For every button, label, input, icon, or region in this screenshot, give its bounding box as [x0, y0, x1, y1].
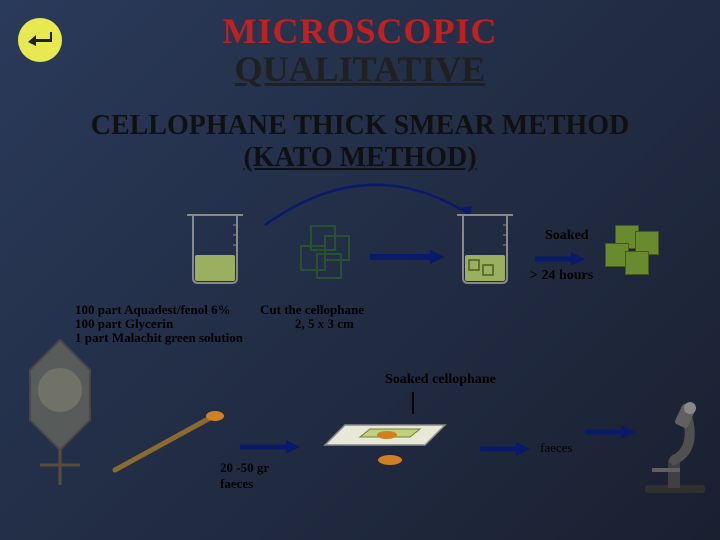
background-badge: [0, 330, 120, 500]
faeces-qty: 20 -50 gr faeces: [220, 460, 269, 492]
microscope-icon: [640, 400, 710, 495]
soaked-label: Soaked: [545, 228, 589, 244]
arrow-2: [535, 252, 585, 266]
cut-l2: 2, 5 x 3 cm: [295, 316, 354, 332]
arrow-5: [585, 425, 635, 439]
solution-l3: 1 part Malachit green solution: [75, 330, 243, 346]
soaked-cellophane-label: Soaked cellophane: [385, 372, 496, 388]
title-line1: MICROSCOPIC: [0, 10, 720, 52]
arrow-3: [240, 440, 300, 454]
subtitle-line1: CELLOPHANE THICK SMEAR METHOD: [0, 110, 720, 142]
faeces-label: faeces: [540, 440, 572, 456]
hours-label: > 24 hours: [530, 268, 593, 284]
title-line2: QUALITATIVE: [0, 48, 720, 90]
arrow-4: [480, 442, 530, 456]
beaker-1: [185, 210, 245, 285]
arrow-1: [370, 250, 445, 264]
soaked-cellophane-cells: [600, 225, 670, 285]
cellophane-squares: [300, 225, 360, 285]
glass-slide: [315, 405, 465, 475]
beaker-2: [455, 210, 515, 285]
stick-faeces: [105, 410, 235, 480]
curve-arrow: [260, 170, 480, 230]
